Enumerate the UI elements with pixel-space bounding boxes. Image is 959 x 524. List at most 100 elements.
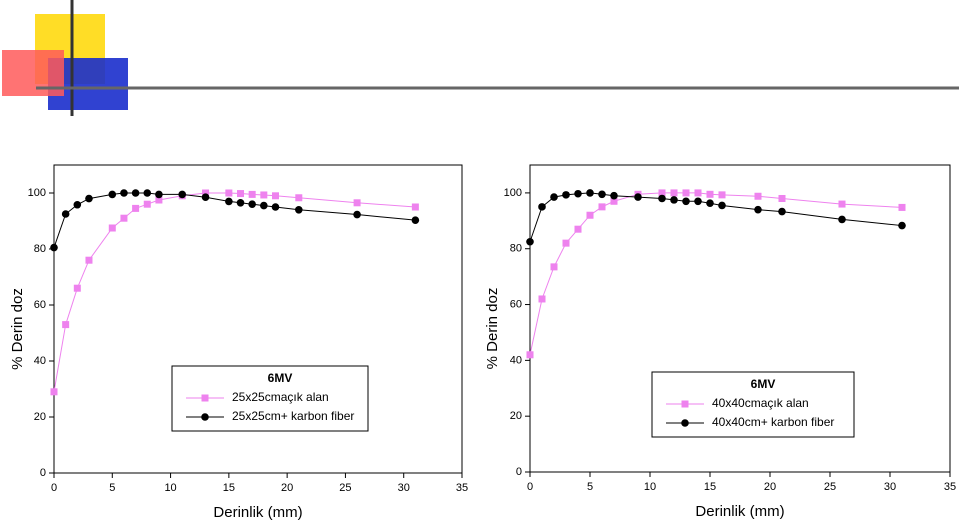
data-point — [132, 204, 140, 212]
data-point — [248, 200, 256, 208]
data-point — [754, 192, 762, 200]
data-point — [526, 351, 534, 359]
chart: 0 5 10 15 20 25 30 35 0 20 40 60 80 100 Derinlik (mm)%… — [484, 164, 956, 520]
data-point — [694, 197, 702, 206]
data-point — [682, 189, 690, 197]
x-tick-label: 5 — [587, 481, 593, 493]
y-tick-label: 100 — [28, 187, 46, 199]
data-point — [694, 189, 702, 197]
data-point — [538, 203, 546, 211]
data-point — [898, 203, 906, 211]
series-line — [529, 192, 903, 355]
y-tick-label: 80 — [510, 243, 522, 255]
legend-label: 25x25cm+ karbon fiber — [232, 409, 354, 423]
data-point — [353, 199, 361, 207]
series-line — [53, 192, 416, 392]
x-tick-label: 10 — [164, 482, 176, 494]
x-axis-title: Derinlik (mm) — [695, 503, 784, 520]
y-tick-label: 0 — [516, 466, 522, 478]
y-tick-label: 0 — [40, 467, 46, 479]
data-point — [131, 189, 140, 197]
data-point — [178, 190, 187, 199]
data-point — [898, 221, 906, 230]
data-point — [574, 189, 582, 198]
data-point — [634, 193, 642, 201]
slide-decoration — [2, 0, 959, 116]
data-point — [120, 189, 128, 197]
x-tick-label: 30 — [884, 481, 896, 493]
data-point — [550, 193, 558, 201]
data-point — [838, 200, 846, 208]
data-point — [411, 203, 419, 211]
data-point — [120, 214, 128, 222]
data-point — [550, 263, 558, 271]
data-point — [682, 197, 690, 206]
legend-marker — [681, 419, 689, 427]
x-axis-title: Derinlik (mm) — [213, 504, 302, 521]
y-tick-label: 20 — [510, 410, 522, 422]
data-point — [85, 256, 93, 264]
x-tick-label: 20 — [764, 481, 776, 493]
data-point — [50, 388, 58, 396]
data-point — [658, 194, 666, 203]
y-axis-title: % Derin doz — [484, 288, 501, 370]
data-point — [248, 190, 256, 198]
data-point — [526, 237, 534, 246]
data-point — [271, 192, 279, 200]
data-point — [538, 295, 546, 303]
y-tick-label: 20 — [34, 411, 46, 423]
data-point — [237, 190, 245, 198]
data-point — [155, 190, 163, 199]
data-point — [706, 190, 714, 198]
y-tick-label: 40 — [510, 354, 522, 366]
data-point — [108, 224, 116, 232]
data-point — [718, 191, 726, 199]
x-tick-label: 15 — [223, 482, 235, 494]
data-point — [778, 207, 786, 216]
data-point — [610, 191, 618, 200]
data-point — [562, 191, 570, 199]
x-tick-label: 25 — [339, 482, 351, 494]
data-point — [718, 201, 726, 210]
data-point — [778, 194, 786, 202]
series-line — [529, 192, 903, 242]
data-point — [562, 239, 570, 247]
data-point — [108, 190, 117, 199]
data-point — [658, 189, 666, 197]
data-point — [610, 197, 618, 205]
x-tick-label: 0 — [51, 482, 57, 494]
y-axis-title: % Derin doz — [9, 288, 26, 370]
plot-frame — [53, 164, 463, 474]
data-point — [155, 196, 163, 204]
x-tick-label: 20 — [281, 482, 293, 494]
legend-marker — [201, 413, 209, 421]
data-point — [73, 284, 81, 292]
data-point — [73, 200, 82, 209]
legend-label: 40x40cmaçık alan — [712, 396, 809, 410]
data-point — [260, 201, 268, 210]
data-point — [143, 200, 151, 208]
data-point — [236, 199, 245, 207]
data-point — [271, 203, 280, 211]
y-tick-label: 40 — [34, 355, 46, 367]
x-tick-label: 30 — [398, 482, 410, 494]
x-tick-label: 15 — [704, 481, 716, 493]
data-point — [225, 189, 233, 197]
data-point — [295, 206, 303, 214]
legend-label: 25x25cmaçık alan — [232, 390, 329, 404]
x-tick-label: 0 — [527, 481, 533, 493]
data-point — [202, 189, 210, 197]
data-point — [225, 197, 233, 206]
y-tick-label: 100 — [504, 187, 522, 199]
legend-label: 40x40cm+ karbon fiber — [712, 415, 834, 429]
x-tick-label: 35 — [944, 481, 956, 493]
y-tick-label: 60 — [510, 298, 522, 310]
data-point — [670, 196, 678, 204]
data-point — [706, 199, 714, 208]
x-tick-label: 5 — [109, 482, 115, 494]
data-point — [586, 211, 594, 219]
data-point — [62, 321, 70, 329]
data-point — [201, 193, 210, 201]
data-point — [260, 191, 268, 199]
